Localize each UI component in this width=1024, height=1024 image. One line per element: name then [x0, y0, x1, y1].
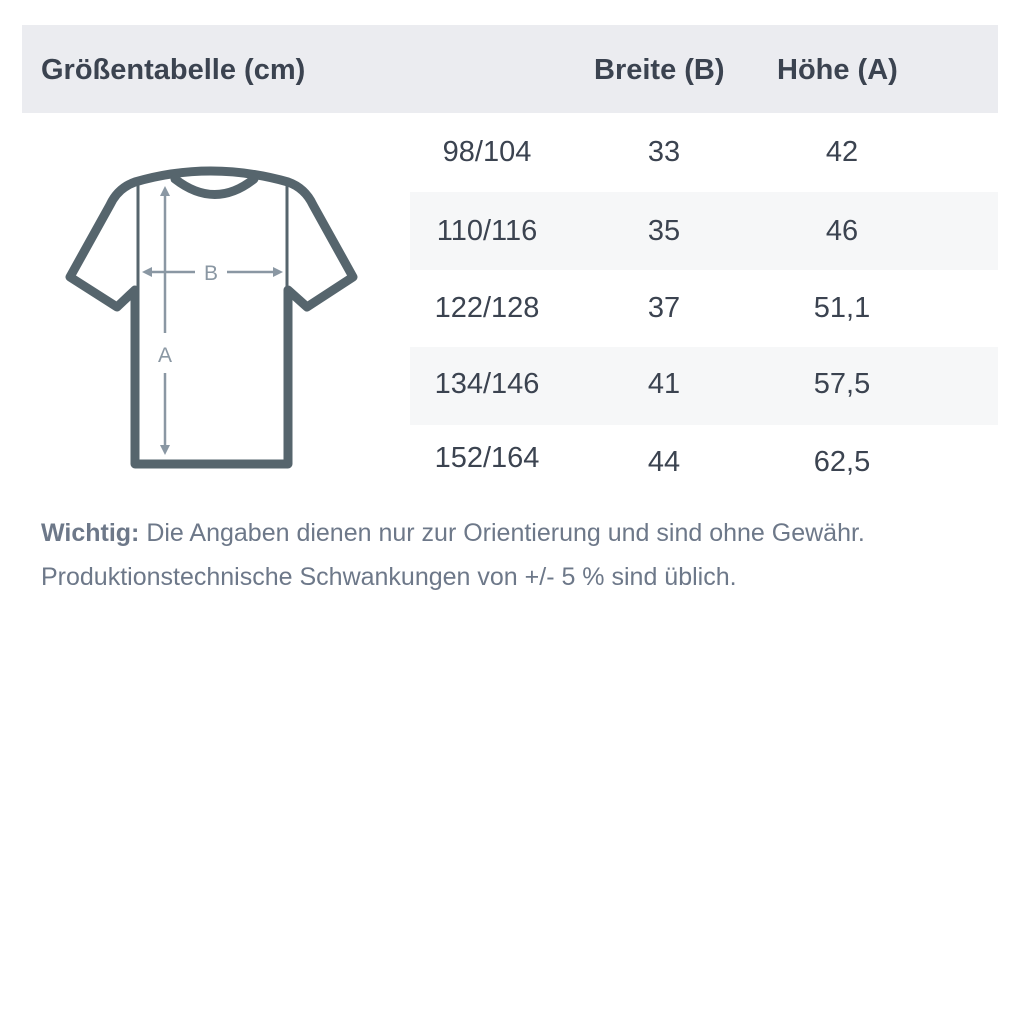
height-cell: 62,5 [813, 446, 871, 478]
width-cell: 35 [647, 215, 681, 247]
width-cell: 37 [647, 292, 681, 324]
row-stripe [410, 192, 998, 270]
height-cell: 46 [825, 215, 859, 247]
width-cell: 44 [647, 446, 681, 478]
label-height: A [158, 344, 172, 367]
note-text-2: Produktionstechnische Schwankungen von +… [41, 563, 737, 591]
size-cell: 122/128 [434, 292, 540, 324]
column-header-width: Breite (B) [594, 54, 725, 86]
size-cell: 152/164 [434, 442, 540, 474]
note-line-1: Wichtig: Die Angaben dienen nur zur Orie… [41, 518, 865, 548]
note-text-1: Die Angaben dienen nur zur Orientierung … [146, 519, 865, 547]
size-cell: 98/104 [442, 136, 532, 168]
row-stripe [410, 347, 998, 425]
height-cell: 42 [825, 136, 859, 168]
height-cell: 51,1 [813, 292, 871, 324]
tshirt-diagram: B A [65, 166, 358, 469]
width-cell: 33 [647, 136, 681, 168]
height-cell: 57,5 [813, 368, 871, 400]
measure-arrows-icon [142, 186, 283, 455]
note-label: Wichtig: [41, 519, 140, 547]
tshirt-outline-icon [65, 166, 358, 469]
size-cell: 134/146 [434, 368, 540, 400]
column-header-height: Höhe (A) [777, 54, 898, 86]
width-cell: 41 [647, 368, 681, 400]
table-title: Größentabelle (cm) [41, 54, 306, 86]
table-header [22, 25, 998, 113]
label-width: B [204, 262, 218, 285]
size-cell: 110/116 [436, 215, 538, 247]
